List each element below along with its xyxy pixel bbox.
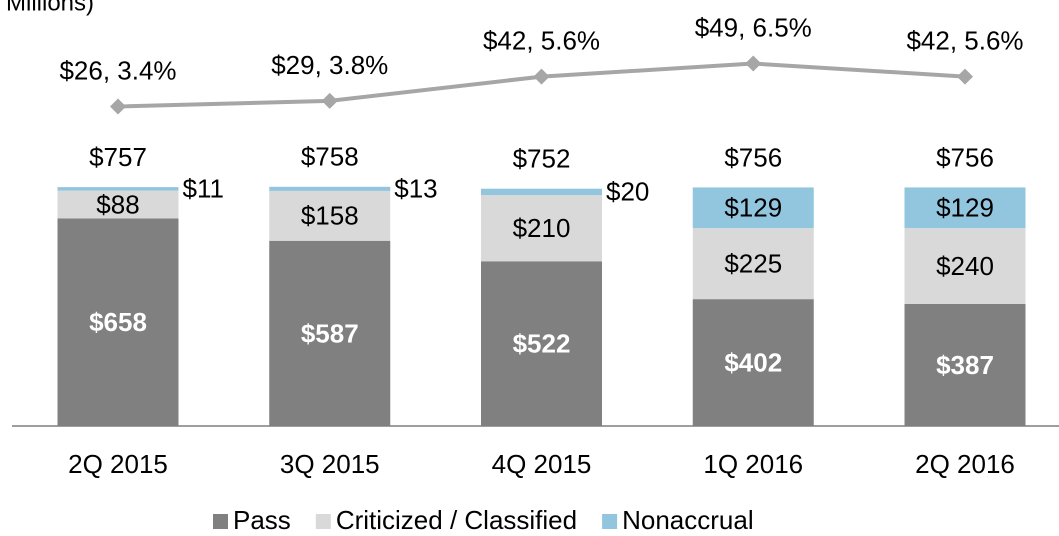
data-label: $158 [301, 201, 359, 231]
bar-segment [57, 187, 179, 191]
data-label: $240 [936, 251, 994, 281]
total-label: $756 [724, 142, 782, 172]
line-marker [745, 55, 762, 72]
line-label: $42, 5.6% [906, 25, 1023, 55]
data-label: $587 [301, 318, 359, 348]
legend-swatch [315, 514, 331, 529]
bar-segment [269, 240, 391, 426]
x-tick-label: 3Q 2015 [280, 449, 380, 479]
bar-segment [692, 228, 814, 300]
total-label: $757 [89, 142, 147, 172]
bar-segment [904, 187, 1026, 229]
line-marker [957, 68, 973, 85]
x-tick-label: 1Q 2016 [703, 449, 803, 479]
legend-label: Criticized / Classified [336, 505, 577, 535]
data-label: $225 [724, 249, 782, 279]
line-label: $26, 3.4% [59, 55, 176, 85]
bar-segment [904, 303, 1026, 426]
bar-segment [481, 195, 602, 262]
line-marker [321, 92, 338, 109]
data-label: $13 [394, 174, 437, 204]
bar-segment [481, 188, 602, 196]
total-label: $756 [936, 142, 994, 172]
line-label: $29, 3.8% [271, 50, 388, 80]
line-label: $42, 5.6% [483, 25, 600, 55]
bar-segment [692, 187, 814, 229]
data-label: $658 [89, 307, 147, 337]
data-label: $210 [513, 213, 571, 243]
bar-segment [904, 228, 1026, 304]
data-label: $88 [96, 189, 139, 219]
legend-label: Pass [233, 505, 291, 535]
total-label: $752 [513, 144, 571, 174]
data-label: $129 [724, 193, 782, 223]
legend-swatch [602, 514, 618, 529]
data-label: $387 [936, 350, 994, 380]
data-label: $129 [936, 193, 994, 223]
data-label: $522 [513, 329, 571, 359]
line-marker [110, 98, 126, 115]
chart-subtitle: Millions) [6, 0, 94, 16]
line-label: $49, 6.5% [695, 12, 812, 42]
total-label: $758 [301, 142, 359, 172]
bar-segment [692, 299, 814, 426]
bar-segment [57, 190, 179, 219]
bar-segment [269, 186, 391, 191]
data-label: $20 [606, 177, 649, 207]
x-tick-label: 2Q 2015 [68, 449, 168, 479]
bar-segment [269, 190, 391, 241]
legend-swatch [213, 514, 228, 529]
data-label: $11 [183, 174, 224, 204]
bar-segment [57, 218, 179, 426]
x-tick-label: 4Q 2015 [492, 449, 592, 479]
line-marker [533, 68, 550, 85]
data-label: $402 [724, 347, 782, 377]
legend-label: Nonaccrual [622, 505, 754, 535]
x-tick-label: 2Q 2016 [915, 449, 1015, 479]
bar-segment [481, 261, 602, 426]
